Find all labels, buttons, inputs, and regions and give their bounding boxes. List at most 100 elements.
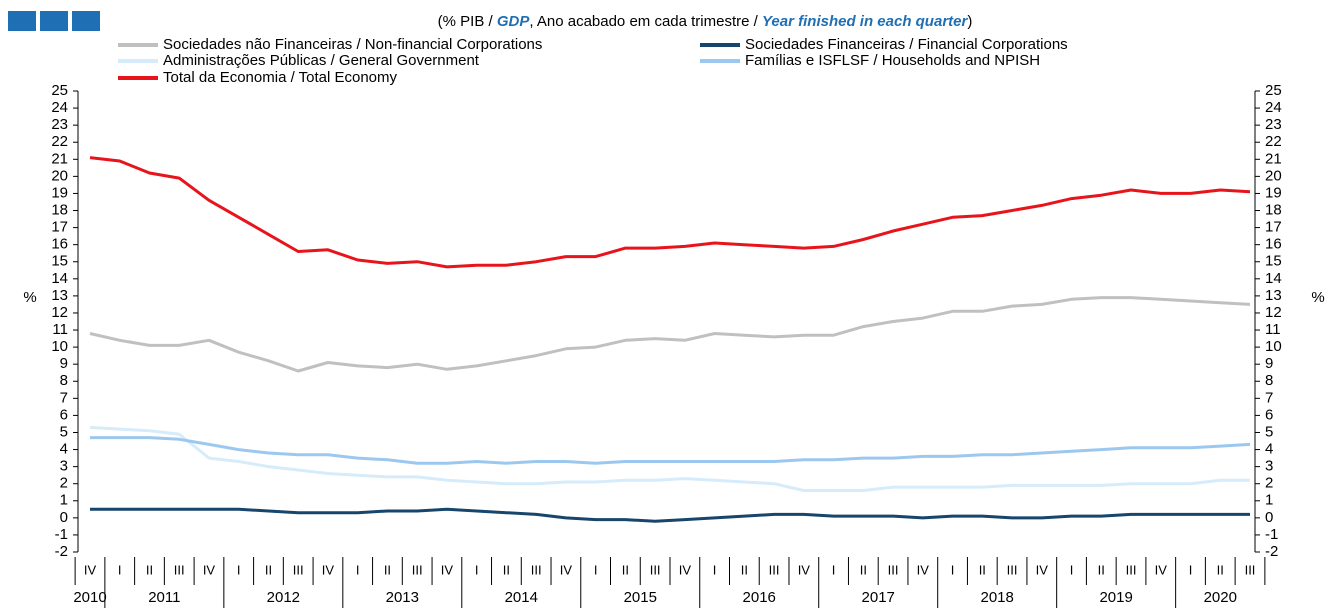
x-tick-label: III bbox=[888, 562, 899, 577]
y-tick-label: 11 bbox=[52, 321, 68, 338]
y-tick-label: 24 bbox=[51, 99, 68, 116]
x-tick-label: I bbox=[713, 562, 717, 577]
x-tick-label: IV bbox=[441, 562, 454, 577]
x-tick-label: II bbox=[265, 562, 272, 577]
x-tick-label: IV bbox=[1036, 562, 1049, 577]
series-line bbox=[89, 425, 1250, 492]
y2-tick-label: 19 bbox=[1265, 184, 1282, 201]
y2-tick-label: 21 bbox=[1265, 150, 1282, 167]
y2-axis-label: % bbox=[1311, 289, 1324, 306]
y-tick-label: 9 bbox=[60, 355, 68, 372]
x-tick-label: IV bbox=[203, 562, 216, 577]
x-tick-label: III bbox=[412, 562, 423, 577]
title-part: , Ano acabado em cada trimestre / bbox=[529, 13, 762, 30]
y2-tick-label: 7 bbox=[1265, 389, 1273, 406]
y2-tick-label: 24 bbox=[1265, 99, 1282, 116]
x-tick-label: II bbox=[741, 562, 748, 577]
y2-tick-label: 12 bbox=[1265, 304, 1282, 321]
x-tick-label: III bbox=[650, 562, 661, 577]
y-tick-label: 0 bbox=[60, 509, 68, 526]
legend-label: Total da Economia / Total Economy bbox=[163, 69, 398, 86]
x-tick-label: I bbox=[832, 562, 836, 577]
x-tick-label: I bbox=[475, 562, 479, 577]
x-tick-label: I bbox=[1189, 562, 1193, 577]
x-tick-label: I bbox=[1070, 562, 1074, 577]
year-label: 2020 bbox=[1204, 589, 1237, 606]
x-tick-label: III bbox=[1007, 562, 1018, 577]
y2-tick-label: 10 bbox=[1265, 338, 1282, 355]
y2-tick-label: 23 bbox=[1265, 116, 1282, 133]
y-tick-label: 19 bbox=[51, 184, 68, 201]
y2-tick-label: 3 bbox=[1265, 458, 1273, 475]
y2-tick-label: 8 bbox=[1265, 372, 1273, 389]
x-tick-label: III bbox=[293, 562, 304, 577]
y2-tick-label: 4 bbox=[1265, 441, 1273, 458]
y2-tick-label: 18 bbox=[1265, 201, 1282, 218]
y2-tick-label: 22 bbox=[1265, 133, 1282, 150]
y-tick-label: 25 bbox=[51, 82, 68, 99]
year-label: 2013 bbox=[386, 589, 419, 606]
y-tick-label: 15 bbox=[51, 253, 68, 270]
year-label: 2018 bbox=[980, 589, 1013, 606]
x-tick-label: IV bbox=[560, 562, 573, 577]
x-tick-label: I bbox=[118, 562, 122, 577]
y2-tick-label: 16 bbox=[1265, 236, 1282, 253]
y2-tick-label: 14 bbox=[1265, 270, 1282, 287]
y-tick-label: 3 bbox=[60, 458, 68, 475]
x-tick-label: II bbox=[146, 562, 153, 577]
x-tick-label: II bbox=[860, 562, 867, 577]
x-tick-label: IV bbox=[1155, 562, 1168, 577]
logo-block bbox=[40, 11, 68, 31]
x-tick-label: I bbox=[356, 562, 360, 577]
y-tick-label: 12 bbox=[51, 304, 68, 321]
series-line bbox=[89, 156, 1251, 269]
y-tick-label: 1 bbox=[60, 492, 68, 509]
y2-tick-label: 9 bbox=[1265, 355, 1273, 372]
year-label: 2010 bbox=[73, 589, 106, 606]
y2-tick-label: 6 bbox=[1265, 406, 1273, 423]
y2-tick-label: 13 bbox=[1265, 287, 1282, 304]
y-tick-label: -1 bbox=[55, 526, 68, 543]
y-axis-label: % bbox=[23, 289, 36, 306]
year-label: 2012 bbox=[267, 589, 300, 606]
y2-tick-label: 15 bbox=[1265, 253, 1282, 270]
year-label: 2011 bbox=[148, 589, 180, 606]
y2-tick-label: -1 bbox=[1265, 526, 1278, 543]
y2-tick-label: -2 bbox=[1265, 543, 1278, 560]
y-tick-label: 21 bbox=[51, 150, 68, 167]
y2-tick-label: 11 bbox=[1265, 321, 1281, 338]
x-tick-label: III bbox=[531, 562, 542, 577]
y-tick-label: 16 bbox=[51, 236, 68, 253]
series-line bbox=[89, 296, 1251, 373]
legend-label: Sociedades Financeiras / Financial Corpo… bbox=[745, 36, 1068, 53]
x-tick-label: I bbox=[594, 562, 598, 577]
x-tick-label: II bbox=[979, 562, 986, 577]
y-tick-label: 13 bbox=[51, 287, 68, 304]
y-tick-label: 20 bbox=[51, 167, 68, 184]
x-tick-label: III bbox=[174, 562, 185, 577]
y2-tick-label: 0 bbox=[1265, 509, 1273, 526]
y-tick-label: 2 bbox=[60, 475, 68, 492]
legend-label: Sociedades não Financeiras / Non-financi… bbox=[163, 36, 542, 53]
y-tick-label: 18 bbox=[51, 201, 68, 218]
series-line bbox=[90, 507, 1250, 523]
y-tick-label: 6 bbox=[60, 406, 68, 423]
logo-block bbox=[72, 11, 100, 31]
x-tick-label: I bbox=[237, 562, 241, 577]
year-label: 2017 bbox=[862, 589, 895, 606]
y-tick-label: 4 bbox=[60, 441, 68, 458]
y-tick-label: 23 bbox=[51, 116, 68, 133]
legend-label: Famílias e ISFLSF / Households and NPISH bbox=[745, 52, 1040, 69]
x-tick-label: IV bbox=[322, 562, 335, 577]
year-label: 2015 bbox=[624, 589, 657, 606]
y2-tick-label: 1 bbox=[1265, 492, 1273, 509]
y-tick-label: 5 bbox=[60, 423, 68, 440]
title-part: (% PIB / bbox=[438, 13, 497, 30]
x-tick-label: II bbox=[1217, 562, 1224, 577]
series-line bbox=[90, 436, 1251, 465]
x-tick-label: III bbox=[1126, 562, 1137, 577]
y-tick-label: 8 bbox=[60, 372, 68, 389]
y2-tick-label: 17 bbox=[1265, 219, 1282, 236]
year-label: 2016 bbox=[743, 589, 776, 606]
